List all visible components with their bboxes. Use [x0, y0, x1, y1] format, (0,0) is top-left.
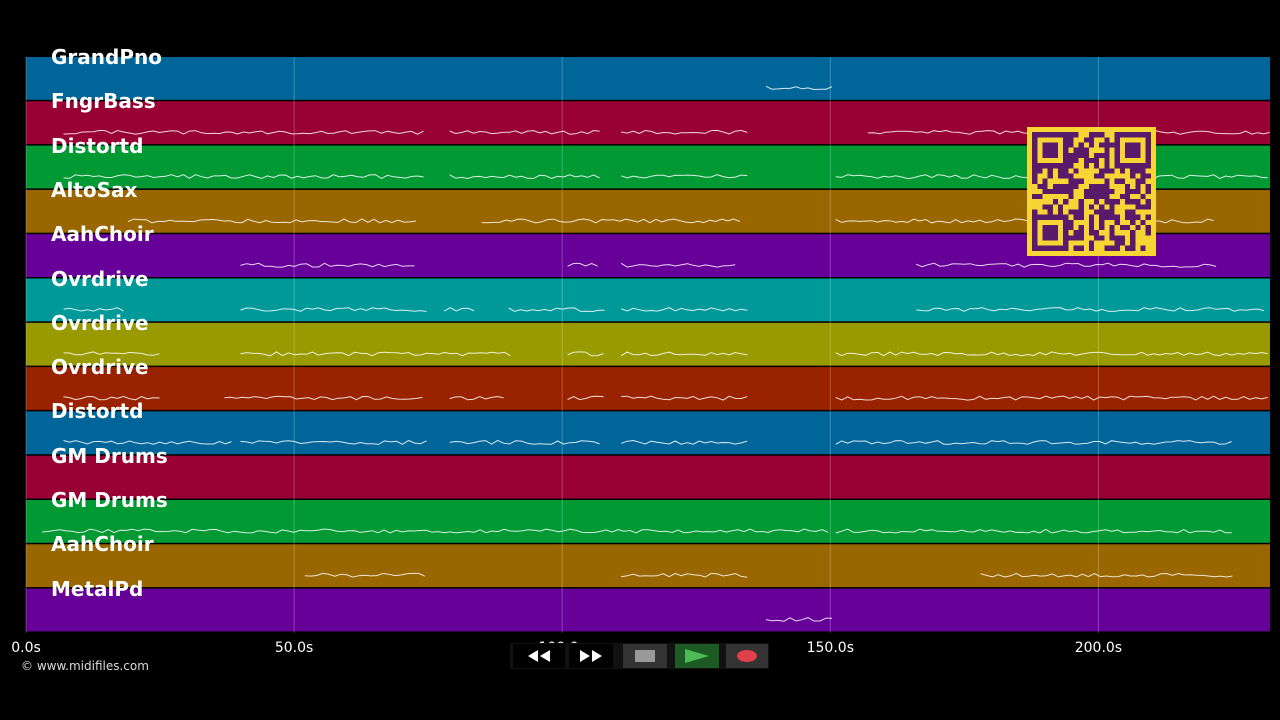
note-sequence [765, 85, 833, 91]
time-tick-label: 200.0s [1074, 640, 1123, 656]
note-sequence [304, 572, 426, 578]
note-sequence [63, 395, 160, 401]
note-sequence [567, 395, 604, 401]
track-lane [26, 455, 1270, 499]
note-sequence [765, 617, 833, 622]
note-sequence [449, 129, 600, 135]
note-sequence [481, 218, 740, 224]
note-sequence [621, 572, 748, 578]
note-sequence [63, 440, 232, 445]
note-sequence [621, 395, 748, 401]
track-lane [26, 322, 1270, 366]
track-lane [26, 57, 1270, 100]
stop-button[interactable] [623, 644, 667, 668]
track-lane [26, 411, 1270, 455]
track-label: GM Drums [51, 443, 168, 468]
note-sequence [449, 395, 504, 401]
track-label: MetalPd [51, 576, 144, 601]
note-sequence [240, 439, 427, 445]
track-label: Distortd [51, 399, 144, 424]
note-sequence [980, 572, 1233, 578]
track-lane [26, 278, 1270, 322]
note-sequence [508, 307, 605, 313]
track-label: AahChoir [51, 222, 154, 247]
time-tick-label: 0.0s [11, 640, 41, 656]
track-label: Distortd [51, 133, 144, 158]
time-tick-label: 50.0s [274, 640, 314, 656]
fast-forward-button[interactable] [569, 644, 613, 668]
track-lane [26, 588, 1270, 632]
record-button[interactable] [726, 644, 768, 668]
note-sequence [916, 307, 1265, 312]
note-sequence [449, 439, 600, 445]
note-sequence [63, 129, 424, 135]
track-lane [26, 500, 1270, 543]
note-sequence [443, 307, 475, 312]
note-sequence [240, 351, 511, 357]
rewind-button[interactable] [513, 644, 565, 668]
track-label: FngrBass [51, 89, 156, 114]
track-label: Ovrdrive [51, 310, 149, 335]
note-sequence [621, 174, 748, 179]
stop-icon [635, 650, 655, 662]
note-sequence [127, 218, 416, 224]
qr-code [1027, 127, 1156, 256]
note-sequence [449, 174, 600, 180]
note-sequence [42, 528, 829, 534]
track-label: Ovrdrive [51, 266, 149, 291]
track-label: GM Drums [51, 488, 168, 512]
note-sequence [621, 307, 748, 312]
play-icon [685, 649, 709, 663]
track-label: AahChoir [51, 532, 154, 557]
note-sequence [240, 307, 427, 312]
copyright-text: © www.midifiles.com [21, 659, 149, 673]
note-sequence [835, 440, 1232, 445]
note-sequence [835, 395, 1268, 401]
track-label: AltoSax [51, 177, 138, 202]
note-sequence [567, 351, 604, 357]
track-label: GrandPno [51, 45, 162, 69]
note-sequence [224, 395, 423, 401]
note-sequence [620, 262, 736, 268]
track-lane [26, 367, 1270, 410]
note-sequence [620, 351, 748, 357]
time-tick-label: 150.0s [806, 640, 854, 656]
note-sequence [240, 262, 415, 268]
track-label: Ovrdrive [51, 355, 149, 380]
rewind-icon [528, 650, 550, 662]
note-sequence [835, 528, 1232, 534]
track-lane [26, 544, 1270, 588]
note-sequence [63, 307, 124, 312]
note-sequence [63, 174, 424, 179]
note-sequence [835, 351, 1268, 357]
play-button[interactable] [675, 644, 719, 668]
note-sequence [621, 129, 748, 135]
note-sequence [915, 262, 1217, 268]
note-sequence [567, 262, 598, 267]
transport-controls [510, 643, 769, 669]
note-sequence [63, 351, 160, 356]
record-icon [737, 650, 757, 662]
note-sequence [621, 439, 748, 445]
fast-forward-icon [580, 650, 602, 662]
